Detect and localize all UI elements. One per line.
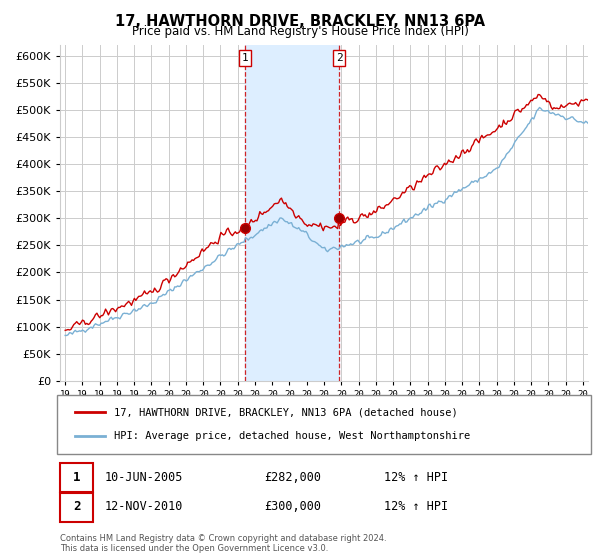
- Text: £300,000: £300,000: [264, 500, 321, 514]
- Text: HPI: Average price, detached house, West Northamptonshire: HPI: Average price, detached house, West…: [114, 431, 470, 441]
- Bar: [245, 45, 339, 381]
- Text: Contains HM Land Registry data © Crown copyright and database right 2024.
This d: Contains HM Land Registry data © Crown c…: [60, 534, 386, 553]
- Text: 1: 1: [242, 53, 248, 63]
- Text: 12-NOV-2010: 12-NOV-2010: [105, 500, 184, 514]
- Text: 17, HAWTHORN DRIVE, BRACKLEY, NN13 6PA (detached house): 17, HAWTHORN DRIVE, BRACKLEY, NN13 6PA (…: [114, 408, 458, 418]
- Text: 17, HAWTHORN DRIVE, BRACKLEY, NN13 6PA: 17, HAWTHORN DRIVE, BRACKLEY, NN13 6PA: [115, 14, 485, 29]
- Text: Price paid vs. HM Land Registry's House Price Index (HPI): Price paid vs. HM Land Registry's House …: [131, 25, 469, 38]
- Text: £282,000: £282,000: [264, 470, 321, 484]
- Text: 12% ↑ HPI: 12% ↑ HPI: [384, 470, 448, 484]
- Text: 10-JUN-2005: 10-JUN-2005: [105, 470, 184, 484]
- Text: 12% ↑ HPI: 12% ↑ HPI: [384, 500, 448, 514]
- Text: 2: 2: [335, 53, 343, 63]
- Text: 2: 2: [73, 500, 80, 514]
- Text: 1: 1: [73, 470, 80, 484]
